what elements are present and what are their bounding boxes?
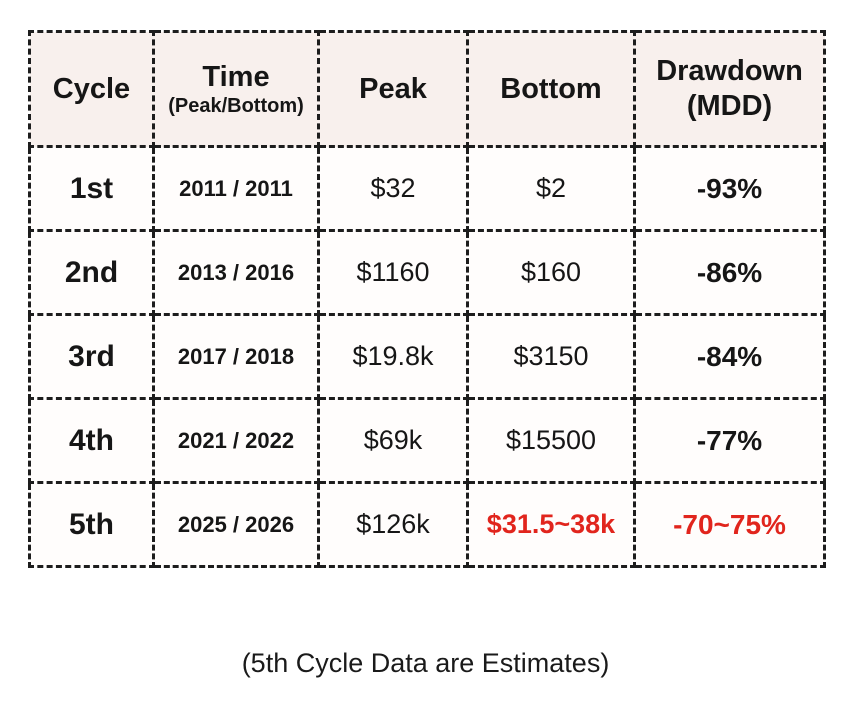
cycle-cell: 5th — [28, 481, 155, 568]
col-header-label: Peak — [359, 72, 427, 105]
table-row: 2nd 2013 / 2016 $1160 $160 -86% — [28, 229, 826, 316]
drawdown-cell: -93% — [633, 145, 826, 232]
cycle-cell: 2nd — [28, 229, 155, 316]
peak-cell: $126k — [317, 481, 469, 568]
col-header-cycle: Cycle — [28, 30, 155, 148]
col-header-label: Time — [202, 60, 270, 93]
table-row: 1st 2011 / 2011 $32 $2 -93% — [28, 145, 826, 232]
bottom-cell: $15500 — [466, 397, 636, 484]
drawdown-cell: -84% — [633, 313, 826, 400]
cycle-cell: 4th — [28, 397, 155, 484]
col-header-label: Cycle — [52, 72, 131, 105]
bottom-cell: $160 — [466, 229, 636, 316]
table-row: 3rd 2017 / 2018 $19.8k $3150 -84% — [28, 313, 826, 400]
col-header-peak: Peak — [317, 30, 469, 148]
cycle-table: Cycle Time (Peak/Bottom) Peak Bottom Dra… — [28, 30, 826, 568]
time-cell: 2025 / 2026 — [152, 481, 320, 568]
table-row-estimates: 5th 2025 / 2026 $126k $31.5~38k -70~75% — [28, 481, 826, 568]
col-header-label: Bottom — [500, 72, 602, 105]
col-header-time: Time (Peak/Bottom) — [152, 30, 320, 148]
time-cell: 2011 / 2011 — [152, 145, 320, 232]
col-header-drawdown: Drawdown (MDD) — [633, 30, 826, 148]
time-cell: 2021 / 2022 — [152, 397, 320, 484]
cycle-cell: 1st — [28, 145, 155, 232]
col-header-bottom: Bottom — [466, 30, 636, 148]
cycle-cell: 3rd — [28, 313, 155, 400]
drawdown-cell: -77% — [633, 397, 826, 484]
peak-cell: $32 — [317, 145, 469, 232]
bottom-cell-estimate: $31.5~38k — [466, 481, 636, 568]
table-caption: (5th Cycle Data are Estimates) — [241, 648, 610, 678]
drawdown-cell: -86% — [633, 229, 826, 316]
table-row: 4th 2021 / 2022 $69k $15500 -77% — [28, 397, 826, 484]
bottom-cell: $3150 — [466, 313, 636, 400]
peak-cell: $1160 — [317, 229, 469, 316]
col-header-label: Drawdown — [656, 55, 803, 88]
peak-cell: $19.8k — [317, 313, 469, 400]
time-cell: 2013 / 2016 — [152, 229, 320, 316]
header-row: Cycle Time (Peak/Bottom) Peak Bottom Dra… — [28, 30, 826, 148]
bottom-cell: $2 — [466, 145, 636, 232]
col-header-sublabel: (Peak/Bottom) — [168, 95, 304, 118]
col-header-sublabel: (MDD) — [686, 90, 773, 122]
time-cell: 2017 / 2018 — [152, 313, 320, 400]
drawdown-cell-estimate: -70~75% — [633, 481, 826, 568]
peak-cell: $69k — [317, 397, 469, 484]
